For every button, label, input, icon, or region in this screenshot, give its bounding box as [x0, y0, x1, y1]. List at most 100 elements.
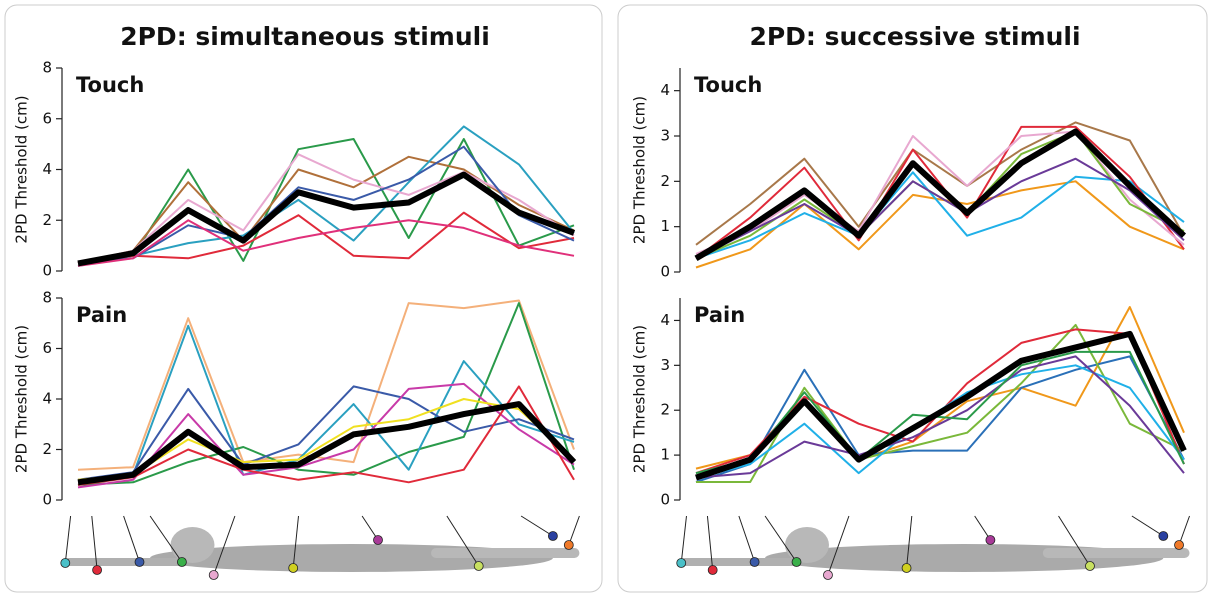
subject-line — [695, 157, 1185, 260]
subject-line — [695, 180, 1185, 269]
leader-line — [1131, 515, 1164, 537]
leader-line — [446, 515, 480, 567]
subject-line — [77, 324, 575, 486]
leader-line — [149, 515, 183, 563]
y-tick-label: 1 — [660, 217, 670, 235]
panel-title: Touch — [76, 73, 144, 97]
stimulus-site — [373, 535, 383, 545]
y-tick-label: 0 — [42, 491, 52, 509]
stimulus-site — [823, 570, 833, 580]
stimulus-site — [707, 565, 718, 575]
stimulus-site — [676, 558, 687, 568]
stimulus-site — [985, 535, 996, 545]
subject-line — [77, 385, 575, 486]
arm-shape — [65, 558, 182, 566]
leader-line — [764, 515, 797, 563]
stimulus-site — [563, 540, 574, 550]
subject-line — [695, 121, 1185, 246]
stimulus-site — [473, 561, 484, 571]
leader-line — [827, 515, 850, 576]
stimulus-site — [134, 557, 145, 567]
panel-title: Pain — [76, 303, 127, 327]
body-shape — [785, 527, 829, 563]
subject-line — [696, 323, 1185, 483]
mean-line — [77, 171, 576, 267]
mean-line — [695, 330, 1187, 481]
y-axis-label: 2PD Threshold (cm) — [631, 96, 649, 244]
stimulus-site — [176, 557, 187, 567]
stimulus-site — [749, 557, 760, 567]
leader-line — [520, 515, 554, 537]
panel-title: Touch — [694, 73, 762, 97]
subject-line — [77, 302, 575, 486]
y-axis-label: 2PD Threshold (cm) — [13, 95, 31, 243]
y-tick-label: 4 — [660, 311, 670, 329]
stimulus-site — [901, 563, 912, 573]
y-tick-label: 2 — [660, 172, 670, 190]
y-tick-label: 1 — [660, 446, 670, 464]
subject-line — [695, 125, 1185, 260]
stimulus-site — [92, 565, 102, 575]
mean-line — [694, 128, 1187, 261]
body-shape — [170, 527, 215, 563]
y-tick-label: 6 — [42, 109, 52, 127]
y-tick-label: 2 — [660, 401, 670, 419]
subject-line — [77, 153, 575, 265]
body-figure — [60, 515, 580, 580]
subject-line — [77, 145, 575, 265]
y-tick-label: 0 — [42, 262, 52, 280]
subject-line — [695, 350, 1185, 475]
panel-frame — [617, 4, 1208, 593]
y-axis-label: 2PD Threshold (cm) — [13, 325, 31, 473]
leader-line — [1178, 515, 1190, 546]
subject-line — [695, 171, 1185, 260]
leader-line — [292, 515, 299, 569]
subject-line — [695, 130, 1185, 260]
leader-line — [91, 515, 98, 571]
leader-line — [1058, 515, 1091, 567]
leader-line — [568, 515, 580, 546]
y-tick-label: 3 — [660, 356, 670, 374]
y-tick-label: 8 — [42, 59, 52, 77]
leader-line — [906, 515, 913, 569]
body-figure — [676, 515, 1190, 580]
subject-line — [77, 155, 575, 265]
y-tick-label: 4 — [42, 390, 52, 408]
y-tick-label: 2 — [42, 211, 52, 229]
panel-frame — [4, 4, 603, 593]
y-tick-label: 0 — [660, 263, 670, 281]
leader-line — [213, 515, 236, 576]
stimulus-site — [1174, 540, 1184, 550]
subject-line — [77, 211, 575, 265]
y-tick-label: 3 — [660, 127, 670, 145]
stimulus-site — [208, 570, 219, 580]
leader-line — [738, 515, 756, 563]
y-tick-label: 4 — [42, 160, 52, 178]
subject-line — [695, 130, 1185, 255]
arm-shape — [681, 558, 797, 566]
y-tick-label: 2 — [42, 440, 52, 458]
stimulus-site — [1085, 561, 1095, 571]
stimulus-site — [548, 531, 558, 541]
leader-line — [680, 515, 687, 564]
stimulus-site — [1158, 531, 1169, 541]
y-tick-label: 8 — [42, 289, 52, 307]
y-tick-label: 0 — [660, 491, 670, 509]
subject-line — [77, 219, 575, 267]
panel-title: Pain — [694, 303, 745, 327]
leg-shape — [1042, 548, 1190, 558]
mean-line — [77, 401, 577, 486]
stimulus-site — [288, 563, 299, 573]
y-axis-label: 2PD Threshold (cm) — [631, 325, 649, 473]
subject-line — [695, 355, 1185, 479]
leader-line — [706, 515, 714, 571]
column-title: 2PD: successive stimuli — [749, 22, 1080, 51]
y-tick-label: 6 — [42, 339, 52, 357]
stimulus-site — [60, 558, 71, 568]
body-figures — [60, 515, 1190, 580]
leader-line — [64, 515, 72, 564]
column-title: 2PD: simultaneous stimuli — [120, 22, 490, 51]
leader-line — [123, 515, 140, 563]
subject-line — [77, 125, 575, 267]
